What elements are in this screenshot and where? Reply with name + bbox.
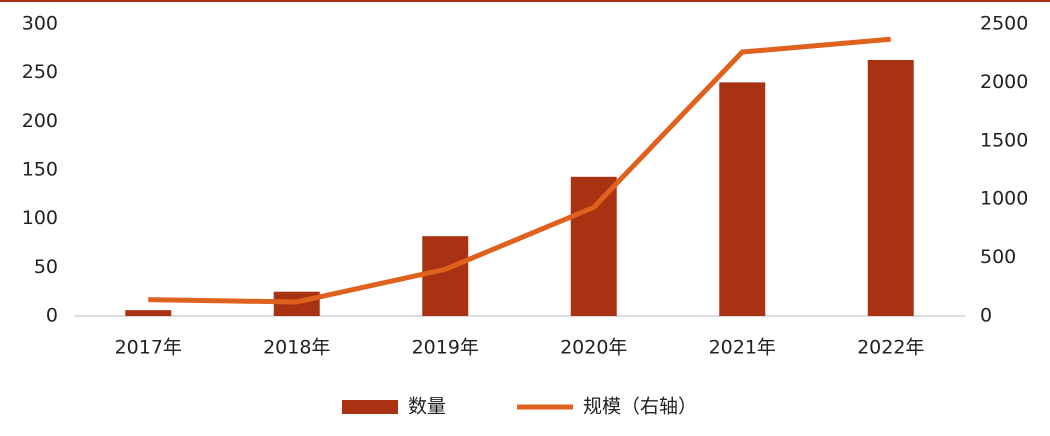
x-tick-label: 2018年 xyxy=(263,337,330,359)
line xyxy=(148,36,891,305)
y-tick-label: 250 xyxy=(22,61,58,83)
bar xyxy=(422,236,469,316)
x-tick-label: 2020年 xyxy=(560,337,627,359)
y-tick-label: 0 xyxy=(46,305,58,327)
x-tick-label: 2019年 xyxy=(412,337,479,359)
y-tick-label: 200 xyxy=(22,110,58,132)
x-tick-label: 2017年 xyxy=(115,337,182,359)
y2-tick-label: 2500 xyxy=(980,13,1028,35)
y-tick-label: 100 xyxy=(22,207,58,229)
bar xyxy=(125,310,172,316)
x-tick-label: 2021年 xyxy=(709,337,776,359)
y-tick-label: 50 xyxy=(34,256,58,278)
legend-label: 规模（右轴） xyxy=(583,396,697,418)
y2-tick-label: 1000 xyxy=(980,188,1028,210)
y-tick-label: 150 xyxy=(22,159,58,181)
bar xyxy=(719,82,766,317)
legend-label: 数量 xyxy=(408,396,446,418)
y2-tick-label: 2000 xyxy=(980,71,1028,93)
y2-tick-label: 0 xyxy=(980,305,992,327)
legend-swatch xyxy=(342,400,398,414)
x-tick-label: 2022年 xyxy=(857,337,924,359)
bar xyxy=(867,60,914,316)
y2-tick-label: 1500 xyxy=(980,129,1028,151)
y2-tick-label: 500 xyxy=(980,246,1016,268)
bar xyxy=(570,176,617,316)
y-tick-label: 300 xyxy=(22,13,58,35)
